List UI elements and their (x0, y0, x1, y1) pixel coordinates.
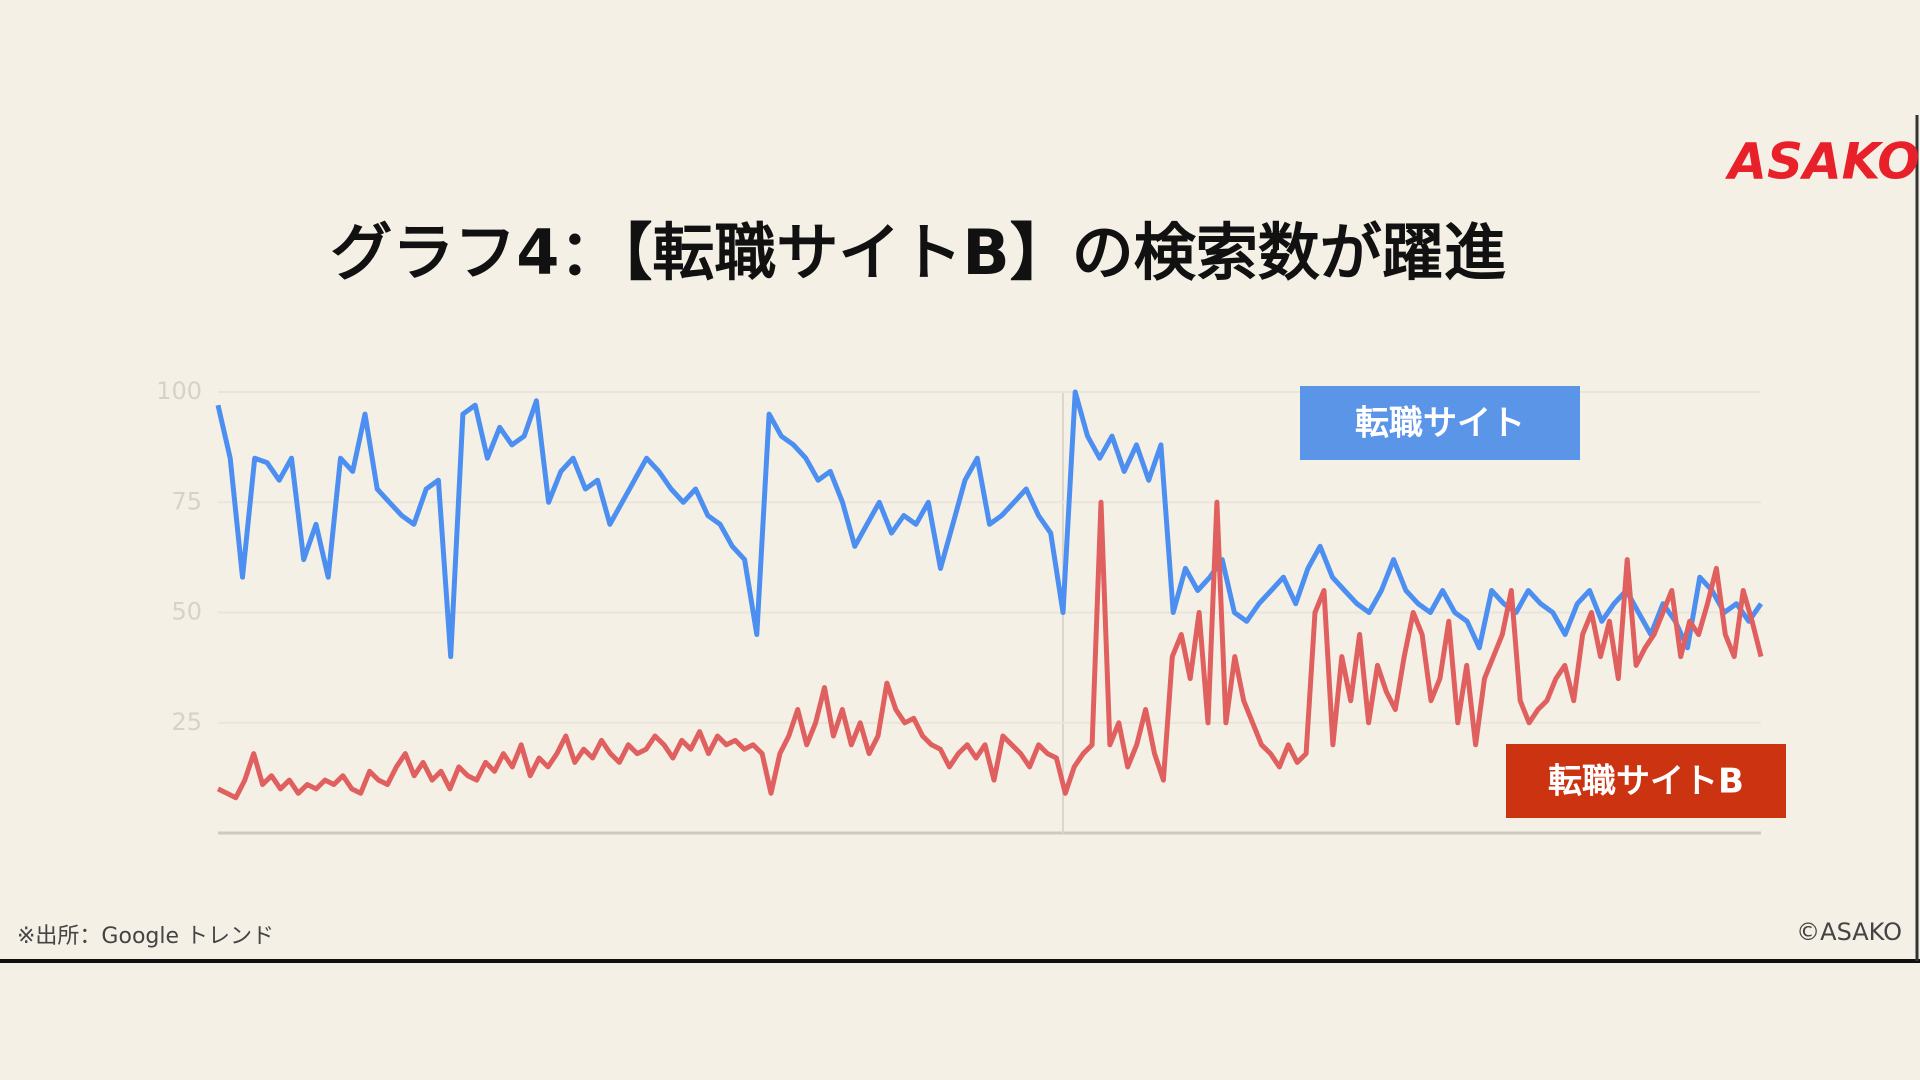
copyright: ©ASAKO (1796, 918, 1902, 946)
legend-label: 転職サイト (1355, 404, 1525, 444)
chart-title: グラフ4：【転職サイトB】の検索数が躍進 (330, 216, 1505, 289)
y-tick-label: 25 (171, 708, 202, 736)
series-line (215, 389, 1764, 660)
y-tick-label: 50 (171, 598, 202, 626)
series-line (216, 499, 1764, 801)
source-note: ※出所：Google トレンド (17, 924, 274, 949)
legend-box (1300, 386, 1580, 460)
y-tick-label: 75 (171, 487, 202, 515)
legend-box (1506, 744, 1786, 818)
legend-label: 転職サイトB (1548, 762, 1744, 802)
y-tick-label: 100 (156, 377, 202, 405)
logo: ASAKO (1724, 133, 1919, 191)
